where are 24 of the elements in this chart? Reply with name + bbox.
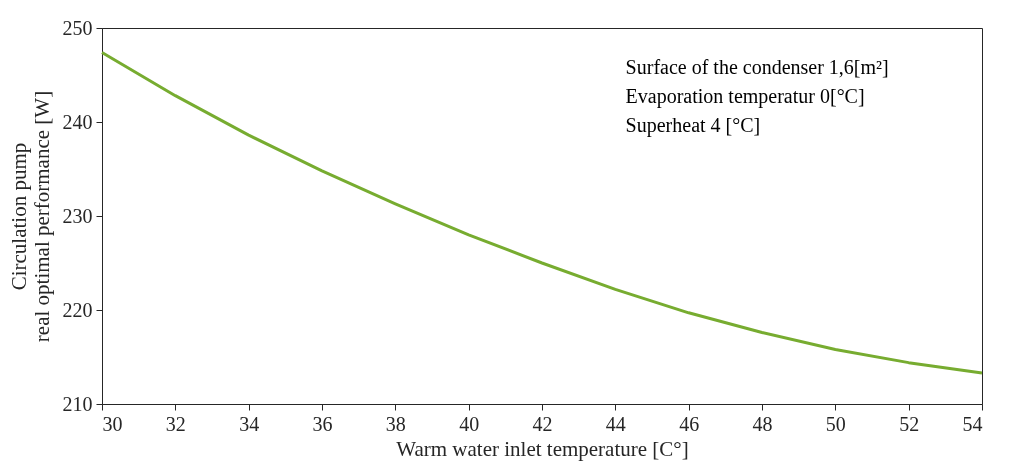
annotation: Surface of the condenser 1,6[m²]: [625, 56, 889, 78]
x-tick-label: 54: [962, 412, 983, 435]
y-tick-label: 210: [62, 392, 93, 415]
x-tick-label: 44: [605, 412, 626, 435]
annotation: Superheat 4 [°C]: [625, 114, 761, 137]
x-tick-label: 40: [459, 412, 480, 435]
x-tick-label: 52: [899, 412, 920, 435]
y-tick-label: 230: [62, 204, 93, 227]
y-axis-title: Circulation pump real optimal performance [W]: [6, 90, 54, 343]
x-tick-label: 46: [679, 412, 700, 435]
annotation: Evaporation temperatur 0[°C]: [625, 85, 865, 108]
y-tick-label: 240: [62, 110, 93, 133]
y-tick-label: 220: [62, 298, 93, 321]
line-series: [100, 50, 984, 375]
x-axis-title: Warm water inlet temperature [C°]: [396, 436, 689, 461]
x-tick-label: 48: [752, 412, 773, 435]
y-tick-label: 250: [62, 16, 93, 39]
x-tick-label: 36: [312, 412, 333, 435]
x-tick-label: 38: [385, 412, 406, 435]
x-tick-label: 34: [239, 412, 260, 435]
x-tick-label: 42: [532, 412, 553, 435]
x-tick-label: 30: [102, 412, 123, 435]
x-tick-label: 32: [165, 412, 186, 435]
x-tick-label: 50: [825, 412, 846, 435]
